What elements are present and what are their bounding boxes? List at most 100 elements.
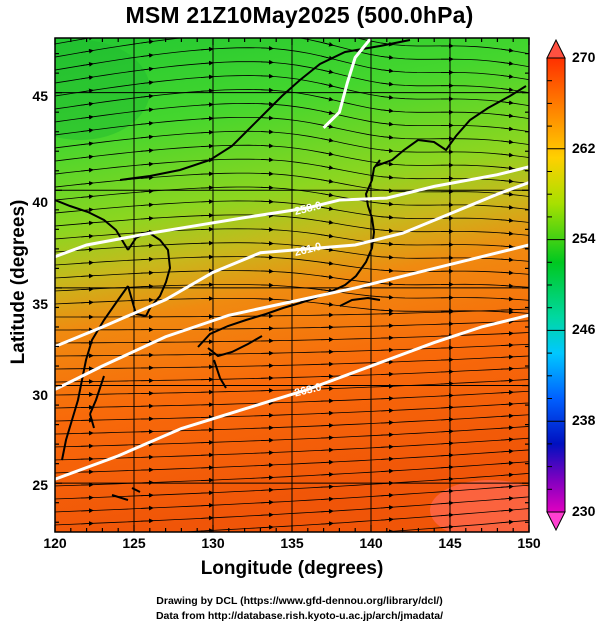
wind-arrow [380,492,394,498]
wind-arrow [500,342,514,348]
wind-arrow [80,75,94,80]
wind-arrow [320,472,334,477]
wind-arrow [320,302,334,307]
wind-arrow [380,55,394,60]
axis-ticks [54,38,530,532]
wind-arrow [440,417,454,422]
wind-arrow [80,101,94,107]
wind-arrow [140,66,154,72]
wind-arrow [440,488,454,494]
wind-arrow [440,440,454,446]
wind-arrow [320,233,334,239]
wind-arrow [140,93,154,99]
wind-arrow [500,354,514,360]
wind-arrow [500,204,514,210]
x-tick-label: 150 [517,535,541,551]
colorbar-tick-label: 238 [572,412,596,428]
wind-arrow [81,536,93,537]
wind-arrow [320,496,334,502]
wind-arrow [201,556,213,557]
wind-arrow [200,88,214,94]
wind-arrow [80,141,94,147]
wind-arrow [440,393,454,398]
wind-arrow [320,41,334,47]
wind-arrow [500,437,514,442]
wind-arrow [380,480,394,486]
wind-arrow [320,110,334,116]
wind-arrow [260,241,274,246]
wind-arrow [320,435,334,441]
streamline [55,102,529,133]
wind-arrow [200,102,214,108]
wind-arrow [440,476,454,482]
wind-arrow [140,256,154,262]
wind-arrow [380,408,394,413]
y-tick-label: 45 [32,88,48,104]
wind-arrow [201,35,213,36]
wind-arrow [260,115,274,121]
wind-arrow [380,468,394,474]
streamline [55,484,529,513]
wind-arrow [141,584,153,585]
wind-arrow [321,548,333,549]
credit-data: Data from http://database.rish.kyoto-u.a… [155,610,444,622]
wind-arrow [140,216,154,221]
wind-arrow [80,194,94,200]
x-tick-label: 125 [122,535,146,551]
wind-arrow [320,423,334,428]
wind-arrow [140,175,154,181]
wind-arrow [380,201,394,207]
credit-drawing: Drawing by DCL (https://www.gfd-dennou.o… [156,595,443,607]
wind-arrow [501,592,513,593]
y-tick-label: 40 [32,194,48,210]
wind-arrow [80,128,94,133]
wind-arrow [500,126,514,132]
wind-arrow [440,524,454,530]
wind-arrow [80,62,94,67]
wind-arrow [500,178,514,184]
wind-arrow [260,199,274,205]
wind-arrow [80,154,94,160]
streamline [55,186,529,210]
wind-arrow [140,107,154,113]
streamline [55,144,529,171]
contour-line [55,165,529,259]
y-tick-label: 30 [32,387,48,403]
wind-arrow [140,161,154,167]
wind-arrow [201,593,213,594]
wind-arrow [500,231,514,236]
wind-arrow [320,69,334,75]
wind-arrow [260,450,274,456]
wind-arrow [320,83,334,88]
contour-line [55,181,529,348]
wind-arrow [140,270,154,276]
wind-arrow [200,515,214,521]
warm-patch [430,480,529,532]
wind-arrow [380,188,394,194]
wind-arrow [500,331,514,336]
wind-arrow [80,181,94,186]
wind-arrow [380,108,394,114]
wind-arrow [381,592,393,593]
wind-arrow [260,87,274,93]
streamline [55,449,529,474]
wind-arrow [501,581,513,582]
wind-arrow [380,281,394,287]
wind-arrow [500,152,514,158]
wind-arrow [500,507,514,513]
wind-arrow [500,413,514,419]
streamline [55,414,529,435]
y-tick-label: 35 [32,296,48,312]
chart-title: MSM 21Z10May2025 (500.0hPa) [125,2,474,28]
wind-arrow [440,464,454,470]
wind-arrow [320,508,334,514]
streamline [55,130,529,158]
wind-arrow [260,157,274,163]
streamline [55,437,529,461]
wind-arrow [80,167,94,173]
wind-arrow [500,139,514,145]
wind-arrow [500,218,514,223]
wind-arrow [500,378,514,383]
wind-arrow [500,496,514,501]
